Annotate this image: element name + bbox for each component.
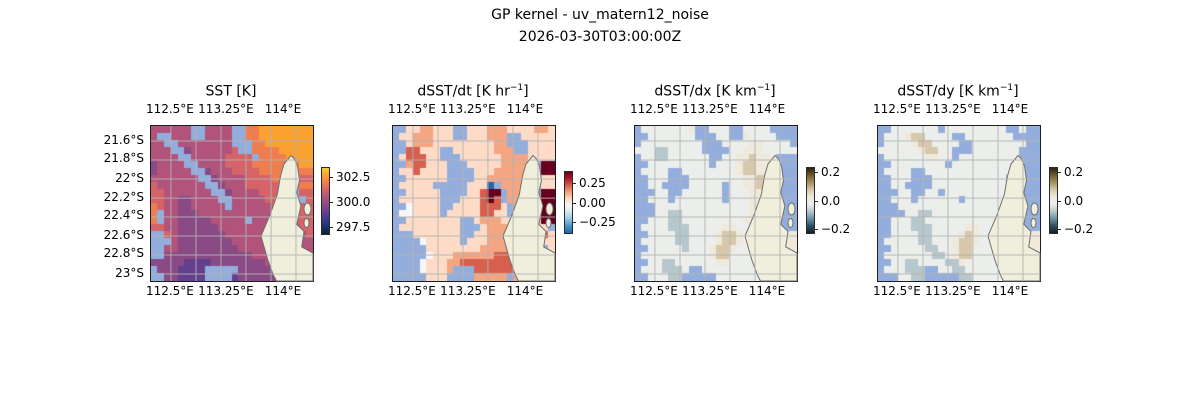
colorbar-tick-label: −0.25 bbox=[579, 215, 616, 230]
x-tick-label-bottom: 113.25°E bbox=[440, 284, 496, 298]
dsst-dx-map-overlay bbox=[635, 126, 798, 282]
island-polygon bbox=[1030, 202, 1039, 216]
y-tick-label: 22.4°S bbox=[103, 208, 144, 223]
colorbar-tick-label: 0.2 bbox=[1064, 164, 1084, 179]
colorbar-tick-mark bbox=[329, 227, 333, 228]
graticule-gridlines bbox=[878, 126, 1040, 281]
figure-suptitle-line1: GP kernel - uv_matern12_noise bbox=[491, 7, 709, 23]
island-polygon bbox=[303, 202, 312, 216]
colorbar-tick-label: −0.2 bbox=[1064, 222, 1094, 237]
y-tick-label: 22.6°S bbox=[103, 227, 144, 242]
x-tick-label-bottom: 113.25°E bbox=[198, 284, 254, 298]
panel-title-sst: SST [K] bbox=[205, 83, 257, 100]
island-polygon bbox=[1030, 218, 1037, 228]
panel-title-dsst-dx: dSST/dx [K km−1] bbox=[654, 83, 776, 100]
land-polygon bbox=[260, 155, 314, 282]
graticule-gridlines bbox=[393, 126, 555, 281]
x-tick-label-bottom: 114°E bbox=[991, 284, 1029, 298]
x-tick-label-top: 114°E bbox=[748, 102, 786, 116]
map-panel-dsst-dt bbox=[392, 125, 556, 282]
x-tick-label-top: 112.5°E bbox=[387, 102, 436, 116]
colorbar-sst bbox=[321, 167, 330, 235]
colorbar-tick-label: −0.2 bbox=[821, 222, 851, 237]
dsst-dt-map-overlay bbox=[393, 126, 556, 282]
x-tick-label-bottom: 114°E bbox=[748, 284, 786, 298]
x-tick-label-bottom: 112.5°E bbox=[145, 284, 194, 298]
colorbar-tick-label: 0.0 bbox=[821, 193, 841, 208]
colorbar-tick-mark bbox=[1057, 200, 1061, 202]
colorbar-tick-mark bbox=[814, 200, 818, 202]
x-tick-label-top: 112.5°E bbox=[872, 102, 921, 116]
x-tick-label-bottom: 112.5°E bbox=[629, 284, 678, 298]
x-tick-label-top: 113.25°E bbox=[198, 102, 254, 116]
y-tick-label: 22.8°S bbox=[103, 246, 144, 261]
x-tick-label-bottom: 113.25°E bbox=[925, 284, 981, 298]
colorbar-dsst-dx bbox=[806, 167, 815, 234]
island-polygon bbox=[787, 202, 796, 216]
x-tick-label-top: 113.25°E bbox=[682, 102, 738, 116]
y-tick-label: 22.2°S bbox=[103, 189, 144, 204]
graticule-gridlines bbox=[151, 126, 313, 281]
y-tick-label: 21.6°S bbox=[103, 132, 144, 147]
colorbar-tick-label: 0.25 bbox=[579, 175, 606, 190]
graticule-gridlines bbox=[635, 126, 797, 281]
colorbar-tick-label: 0.00 bbox=[579, 195, 606, 210]
colorbar-tick-mark bbox=[572, 202, 576, 204]
colorbar-tick-label: 297.5 bbox=[336, 220, 371, 234]
y-tick-label: 22°S bbox=[115, 170, 144, 185]
colorbar-tick-mark bbox=[329, 202, 333, 203]
x-tick-label-top: 114°E bbox=[991, 102, 1029, 116]
x-tick-label-top: 112.5°E bbox=[145, 102, 194, 116]
x-tick-label-top: 114°E bbox=[506, 102, 544, 116]
x-tick-label-bottom: 114°E bbox=[506, 284, 544, 298]
land-polygon bbox=[987, 155, 1041, 282]
x-tick-label-bottom: 112.5°E bbox=[872, 284, 921, 298]
colorbar-tick-mark bbox=[1057, 229, 1061, 231]
land-polygon bbox=[502, 155, 556, 282]
colorbar-tick-label: 300.0 bbox=[336, 195, 371, 209]
colorbar-tick-label: 0.2 bbox=[821, 164, 841, 179]
x-tick-label-bottom: 112.5°E bbox=[387, 284, 436, 298]
colorbar-tick-label: 302.5 bbox=[336, 170, 371, 184]
map-panel-dsst-dy bbox=[877, 125, 1041, 282]
colorbar-tick-mark bbox=[329, 177, 333, 178]
island-polygon bbox=[303, 218, 310, 228]
x-tick-label-bottom: 113.25°E bbox=[682, 284, 738, 298]
colorbar-tick-label: 0.0 bbox=[1064, 193, 1084, 208]
y-tick-label: 21.8°S bbox=[103, 151, 144, 166]
island-polygon bbox=[545, 218, 552, 228]
x-tick-label-top: 113.25°E bbox=[925, 102, 981, 116]
figure-suptitle-line2: 2026-03-30T03:00:00Z bbox=[518, 29, 682, 45]
colorbar-tick-mark bbox=[814, 171, 818, 173]
sst-map-overlay bbox=[151, 126, 314, 282]
x-tick-label-top: 112.5°E bbox=[629, 102, 678, 116]
colorbar-tick-mark bbox=[572, 222, 576, 224]
island-polygon bbox=[787, 218, 794, 228]
colorbar-dsst-dy bbox=[1049, 167, 1058, 234]
x-tick-label-top: 114°E bbox=[264, 102, 302, 116]
x-tick-label-bottom: 114°E bbox=[264, 284, 302, 298]
colorbar-tick-mark bbox=[1057, 171, 1061, 173]
x-tick-label-top: 113.25°E bbox=[440, 102, 496, 116]
colorbar-dsst-dt bbox=[564, 171, 573, 234]
y-tick-label: 23°S bbox=[115, 265, 144, 280]
panel-title-dsst-dt: dSST/dt [K hr−1] bbox=[417, 83, 529, 100]
dsst-dy-map-overlay bbox=[878, 126, 1041, 282]
map-panel-sst bbox=[150, 125, 314, 282]
colorbar-tick-mark bbox=[814, 229, 818, 231]
colorbar-tick-mark bbox=[572, 182, 576, 184]
island-polygon bbox=[545, 202, 554, 216]
map-panel-dsst-dx bbox=[634, 125, 798, 282]
panel-title-dsst-dy: dSST/dy [K km−1] bbox=[897, 83, 1019, 100]
land-polygon bbox=[744, 155, 798, 282]
